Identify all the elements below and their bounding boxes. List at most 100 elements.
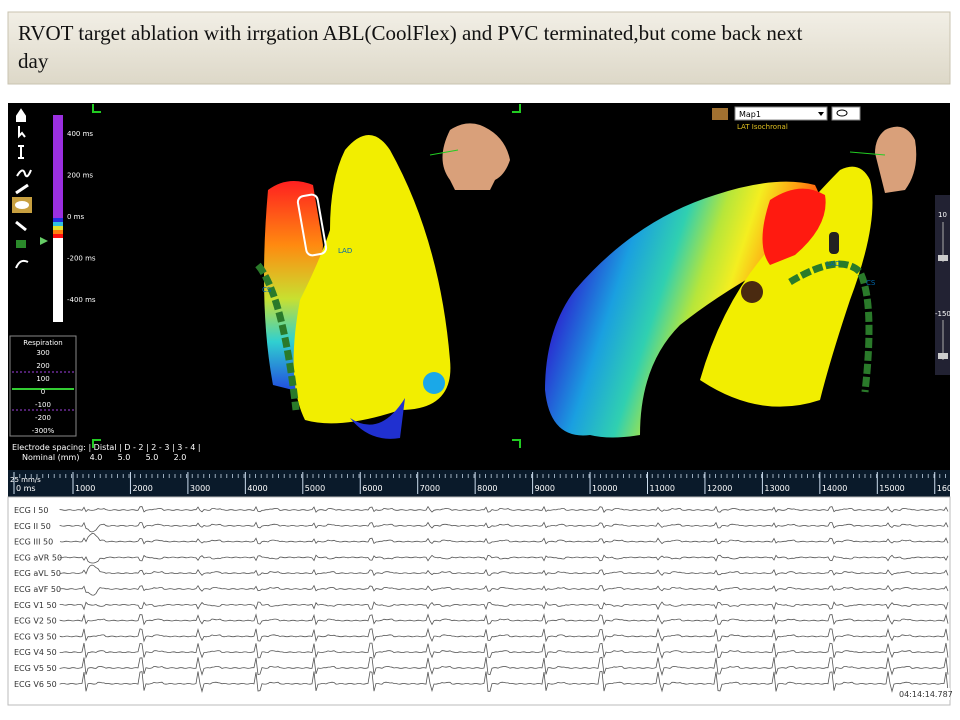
lead-label: ECG III 50 — [14, 538, 53, 547]
lead-label: ECG V5 50 — [14, 664, 57, 673]
abl-catheter — [296, 193, 328, 257]
resp-level: -300% — [32, 427, 55, 435]
respiration-box — [9, 335, 77, 437]
lead-label: ECG V1 50 — [14, 601, 57, 610]
left-map-blue — [350, 398, 405, 439]
shape: Respiration 300 200 100 0 -100 -200 -300% — [23, 339, 62, 435]
shape: ECG I 50 ECG II 50 ECG III 50 ECG aVR 50 ECG… — [14, 505, 949, 693]
timeline-label: 4000 — [247, 484, 267, 493]
title-line-2: day — [18, 49, 49, 73]
resp-level: 0 — [41, 388, 45, 396]
left-map — [293, 135, 451, 424]
shape — [18, 145, 24, 159]
timeline-label: 1000 — [75, 484, 95, 493]
scale-orange — [53, 230, 63, 234]
dropdown-arrow — [818, 112, 824, 116]
right-map-red — [762, 188, 826, 265]
ecg-area — [7, 496, 951, 706]
lead-label: ECG aVR 50 — [14, 553, 62, 562]
scale-blue — [53, 218, 63, 222]
ecg-trace — [59, 656, 949, 676]
timeline-label: 3000 — [190, 484, 210, 493]
scale-red — [53, 234, 63, 238]
timeline-label: 0 ms — [16, 484, 36, 493]
timeline-label: 15000 — [879, 484, 904, 493]
ecg-trace — [59, 627, 949, 643]
cs-label: CS — [866, 279, 876, 287]
resp-level: 200 — [36, 362, 49, 370]
shape — [15, 259, 29, 269]
toolbar — [12, 108, 32, 269]
electrode-nominal: Nominal (mm) 4.0 5.0 5.0 2.0 — [22, 453, 186, 462]
timeline-label: 2000 — [132, 484, 152, 493]
shape — [16, 108, 26, 122]
ecg-trace — [59, 554, 949, 564]
lead-label: ECG V2 50 — [14, 617, 57, 626]
right-map-yellow — [700, 166, 873, 407]
scale-cyan — [53, 222, 63, 226]
scale-white — [53, 238, 63, 322]
shape — [16, 169, 32, 178]
scale-marker — [40, 237, 48, 245]
cs-catheter — [255, 262, 300, 411]
lad-label: LAD — [826, 260, 840, 268]
timeline-label: 7000 — [420, 484, 440, 493]
cs-catheter-right — [788, 260, 873, 393]
ecg-trace — [59, 613, 949, 626]
shape — [92, 439, 101, 448]
shape — [512, 104, 521, 113]
scale-label: 400 ms — [67, 130, 93, 138]
timeline-label: 9000 — [535, 484, 555, 493]
shape: 400 ms 200 ms 0 ms -200 ms -400 ms — [67, 130, 96, 304]
view-toggle[interactable] — [831, 106, 861, 121]
ecg-trace — [59, 533, 949, 545]
scale-label: 200 ms — [67, 172, 93, 180]
ecg-trace — [59, 521, 949, 533]
resp-level: -100 — [35, 401, 51, 409]
ecg-trace — [59, 670, 949, 693]
timeline-label: 8000 — [477, 484, 497, 493]
resp-level: 100 — [36, 375, 49, 383]
clock: 04:14:14.787 — [899, 690, 953, 699]
lead-label: ECG V4 50 — [14, 648, 57, 657]
right-cap — [741, 281, 763, 303]
map-select-text: Map1 — [739, 110, 761, 119]
resp-title: Respiration — [23, 339, 62, 347]
lead-label: ECG V6 50 — [14, 680, 57, 689]
shape — [92, 104, 101, 113]
catheter-tip — [829, 232, 839, 254]
clock-bg — [896, 688, 950, 700]
map-icon[interactable] — [712, 108, 728, 120]
torso-icon-right — [875, 126, 917, 193]
torso-icon — [442, 123, 510, 190]
axis — [429, 149, 459, 156]
side-panel — [935, 195, 950, 375]
lead-label: ECG I 50 — [14, 506, 48, 515]
timeline — [8, 470, 950, 497]
shape — [16, 240, 26, 248]
map-mode: LAT Isochronal — [737, 123, 788, 131]
timeline-label: 11000 — [650, 484, 675, 493]
ecg-trace — [59, 584, 949, 596]
scale-label: -200 ms — [67, 255, 96, 263]
cs-label: CS — [262, 286, 272, 294]
shape — [15, 183, 29, 195]
electrode-spacing: Electrode spacing: | Distal | D - 2 | 2 … — [12, 443, 201, 452]
timeline-label: 14000 — [822, 484, 847, 493]
scale-purple — [53, 115, 63, 218]
shape: 25 mm/s0 ms 1000 2000 3000 4000 5000 6000 7000 8… — [10, 472, 957, 494]
shape — [18, 126, 26, 139]
slider-thumb[interactable] — [938, 255, 948, 261]
lead-label: ECG aVL 50 — [14, 569, 61, 578]
scale-yellow — [53, 226, 63, 230]
timeline-label: 1600 — [937, 484, 957, 493]
timeline-label: 13000 — [764, 484, 789, 493]
map-select[interactable] — [734, 106, 828, 121]
slider-label: 10 — [938, 211, 947, 219]
slider-thumb[interactable] — [938, 353, 948, 359]
lead-label: ECG V3 50 — [14, 632, 57, 641]
sweep-speed: 25 mm/s — [10, 476, 41, 484]
lad-label: LAD — [338, 247, 352, 255]
